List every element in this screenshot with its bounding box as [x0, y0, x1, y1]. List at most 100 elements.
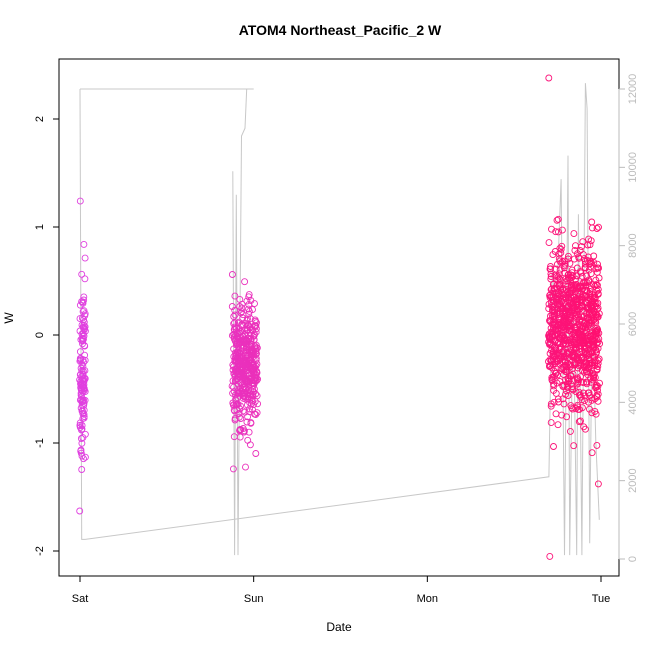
- data-point: [584, 253, 592, 261]
- data-point: [595, 335, 603, 343]
- data-point: [547, 270, 555, 278]
- depth-line-main: [79, 83, 600, 556]
- data-point: [81, 275, 89, 283]
- data-point: [581, 264, 589, 272]
- data-point: [591, 374, 599, 382]
- x-axis-label: Date: [326, 620, 352, 634]
- data-point: [76, 315, 84, 323]
- data-point: [81, 342, 89, 350]
- data-point: [252, 374, 260, 382]
- data-point: [552, 410, 560, 418]
- data-point: [554, 215, 562, 223]
- chart-title: ATOM4 Northeast_Pacific_2 W: [239, 22, 442, 38]
- data-point: [249, 306, 256, 314]
- data-point: [587, 237, 595, 245]
- data-point: [594, 382, 602, 390]
- data-point: [576, 268, 584, 276]
- data-point: [81, 374, 89, 382]
- data-point: [570, 230, 578, 238]
- data-point: [564, 392, 572, 400]
- data-point: [594, 313, 602, 321]
- data-point: [244, 436, 252, 444]
- data-point: [596, 379, 603, 387]
- data-point: [247, 419, 255, 427]
- x-tick-label: Tue: [592, 593, 611, 605]
- data-point: [588, 449, 596, 457]
- data-point: [594, 304, 602, 312]
- data-point: [594, 397, 602, 405]
- data-point: [78, 425, 86, 433]
- data-point: [236, 427, 244, 435]
- data-point: [252, 411, 260, 418]
- data-point: [252, 390, 260, 398]
- data-point: [77, 447, 85, 455]
- data-point: [254, 400, 262, 408]
- data-point: [594, 299, 602, 307]
- data-point: [228, 303, 236, 310]
- data-point: [593, 348, 601, 356]
- data-point: [554, 421, 562, 429]
- data-point: [583, 380, 591, 388]
- depth-line-sun: [232, 88, 248, 556]
- data-point: [554, 273, 562, 281]
- data-point: [554, 395, 562, 403]
- data-point: [593, 281, 601, 289]
- data-point: [238, 300, 246, 308]
- y-tick-label: 2: [34, 116, 46, 122]
- data-point: [79, 308, 87, 316]
- data-point: [80, 414, 88, 422]
- data-point: [594, 356, 602, 364]
- data-point: [595, 355, 603, 363]
- data-point: [76, 348, 84, 356]
- data-point: [252, 371, 260, 379]
- y-axis-label: W: [2, 312, 16, 324]
- data-point: [566, 427, 574, 435]
- data-point: [563, 413, 571, 421]
- data-point: [81, 312, 89, 320]
- data-point: [253, 392, 261, 400]
- data-point: [78, 422, 86, 429]
- data-point: [554, 228, 562, 236]
- data-point: [80, 386, 88, 394]
- data-point: [547, 263, 554, 270]
- data-point: [237, 415, 245, 422]
- data-point: [552, 228, 560, 236]
- data-point: [80, 335, 87, 343]
- data-point: [80, 358, 88, 366]
- data-point: [79, 371, 87, 378]
- data-point: [81, 396, 89, 404]
- data-point: [550, 380, 558, 388]
- data-point: [566, 259, 574, 267]
- data-point: [570, 255, 578, 263]
- data-point: [577, 269, 585, 277]
- data-point: [236, 433, 244, 441]
- data-point: [556, 244, 564, 252]
- y2-tick-label: 4000: [627, 390, 639, 414]
- data-point: [588, 218, 596, 226]
- data-point: [241, 278, 249, 286]
- depth-series-layer: [79, 83, 600, 556]
- y2-axis: 0 2000 4000 6000 8000 10000 12000: [618, 74, 639, 562]
- data-point: [229, 377, 237, 385]
- y2-tick-label: 8000: [627, 233, 639, 257]
- data-point: [594, 480, 602, 488]
- data-point: [77, 435, 85, 442]
- data-point: [244, 315, 251, 323]
- data-point: [253, 319, 260, 327]
- data-point: [581, 397, 588, 405]
- data-point: [246, 315, 254, 323]
- data-point: [251, 300, 258, 308]
- data-point: [81, 356, 89, 364]
- data-point: [590, 298, 598, 306]
- y2-tick-label: 10000: [627, 152, 639, 183]
- data-point: [231, 292, 239, 300]
- data-point: [76, 197, 84, 205]
- data-point: [229, 465, 237, 473]
- data-point: [81, 351, 89, 359]
- x-tick-label: Sat: [72, 593, 89, 605]
- data-point: [560, 400, 568, 408]
- y2-tick-label: 6000: [627, 312, 639, 336]
- data-point: [80, 410, 88, 418]
- data-point: [590, 258, 598, 266]
